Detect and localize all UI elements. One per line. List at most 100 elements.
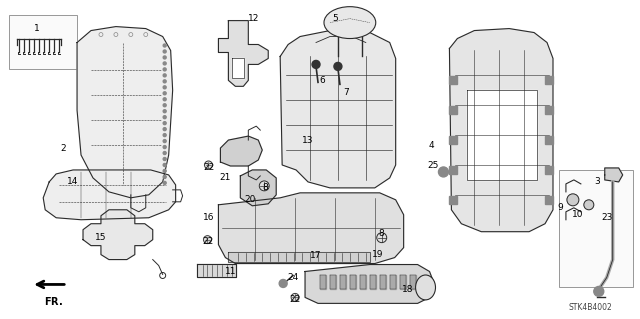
Circle shape [163,50,166,53]
Text: 16: 16 [203,213,214,222]
FancyBboxPatch shape [10,15,77,70]
FancyBboxPatch shape [559,170,632,287]
Polygon shape [232,58,244,78]
Circle shape [204,236,211,244]
Bar [449,76,458,84]
Polygon shape [410,276,415,289]
Polygon shape [380,276,386,289]
Circle shape [163,80,166,83]
Circle shape [205,161,212,169]
Polygon shape [241,170,276,206]
Text: 3: 3 [594,177,600,186]
Polygon shape [218,21,268,86]
Circle shape [163,158,166,160]
Text: 24: 24 [287,273,299,282]
Bar [545,136,553,144]
Circle shape [163,44,166,47]
Polygon shape [83,210,153,260]
Circle shape [163,182,166,184]
Polygon shape [360,276,366,289]
Text: 12: 12 [248,14,259,23]
Circle shape [163,128,166,130]
Circle shape [163,92,166,95]
Circle shape [163,104,166,107]
Polygon shape [605,168,623,182]
Polygon shape [330,276,336,289]
Text: 17: 17 [310,251,322,260]
Text: 5: 5 [332,14,338,23]
Polygon shape [280,31,396,188]
Text: 6: 6 [319,76,325,85]
Bar [545,76,553,84]
Text: 1: 1 [35,24,40,33]
Polygon shape [220,136,262,166]
Circle shape [163,140,166,143]
Circle shape [163,169,166,173]
Polygon shape [218,193,404,263]
Text: 7: 7 [343,88,349,97]
Polygon shape [196,263,236,278]
Circle shape [163,163,166,167]
Polygon shape [305,264,435,303]
Circle shape [163,116,166,119]
Circle shape [163,68,166,71]
Polygon shape [77,26,173,198]
Text: 21: 21 [220,174,231,182]
Text: 20: 20 [244,195,256,204]
Polygon shape [340,276,346,289]
Text: 2: 2 [60,144,66,152]
Polygon shape [399,276,406,289]
Text: STK4B4002: STK4B4002 [569,303,612,312]
Text: 8: 8 [379,229,385,238]
Bar [449,166,458,174]
Circle shape [163,134,166,137]
Text: 4: 4 [429,141,435,150]
Bar [449,196,458,204]
Circle shape [163,74,166,77]
Circle shape [438,167,449,177]
Text: 25: 25 [428,161,439,170]
Ellipse shape [324,7,376,39]
Circle shape [163,110,166,113]
Bar [545,106,553,114]
Text: 13: 13 [302,136,314,145]
Text: 22: 22 [203,163,214,173]
Circle shape [163,122,166,125]
Circle shape [377,233,387,243]
Polygon shape [320,276,326,289]
Ellipse shape [415,275,435,300]
Text: 19: 19 [372,250,383,259]
Circle shape [567,194,579,206]
Text: 15: 15 [95,233,107,242]
Bar [545,196,553,204]
Circle shape [163,145,166,149]
Polygon shape [449,29,553,232]
Circle shape [291,293,299,301]
Text: 11: 11 [225,267,236,276]
Text: 22: 22 [202,237,213,246]
Text: 18: 18 [402,285,413,294]
Text: 22: 22 [289,295,301,304]
Text: 23: 23 [601,213,612,222]
Circle shape [259,181,269,191]
Polygon shape [228,252,370,262]
Bar [545,166,553,174]
Circle shape [594,286,604,296]
Circle shape [312,60,320,68]
Text: 9: 9 [557,203,563,212]
Circle shape [279,279,287,287]
Polygon shape [390,276,396,289]
Text: 8: 8 [262,183,268,192]
Text: $\mathbf{FR.}$: $\mathbf{FR.}$ [44,295,63,308]
Polygon shape [370,276,376,289]
Circle shape [163,86,166,89]
Polygon shape [467,90,537,180]
Polygon shape [44,170,175,220]
Circle shape [163,98,166,101]
Text: 10: 10 [572,210,584,219]
Polygon shape [350,276,356,289]
Circle shape [334,63,342,70]
Text: 14: 14 [67,177,79,186]
Circle shape [163,175,166,178]
Bar [449,106,458,114]
